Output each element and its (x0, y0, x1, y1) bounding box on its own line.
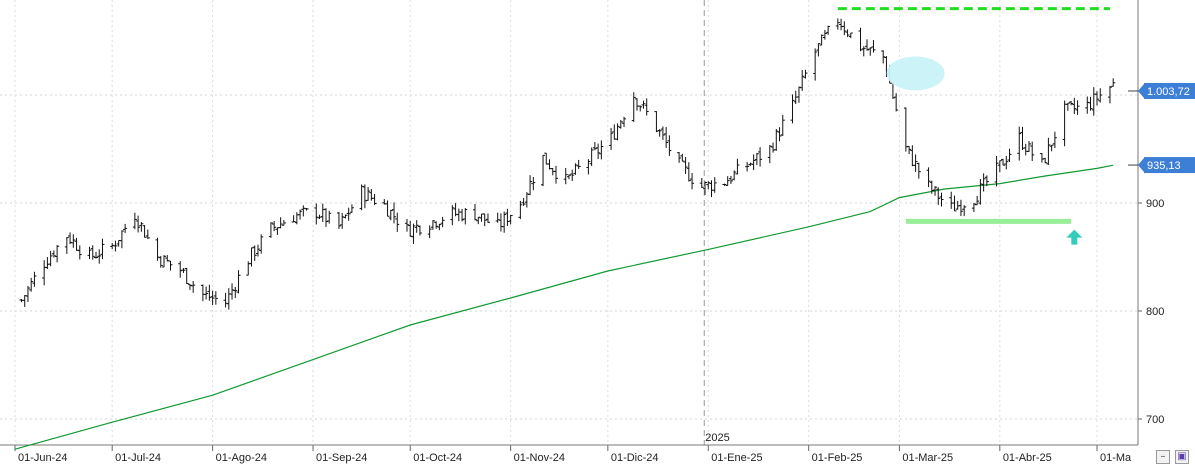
y-tick-label: 900 (1146, 198, 1164, 210)
x-tick-label: 01-Nov-24 (514, 452, 565, 464)
x-tick-label: 01-Sep-24 (316, 452, 367, 464)
minimize-window-icon[interactable]: – (1156, 450, 1170, 464)
x-tick-label: 01-Jul-24 (115, 452, 161, 464)
x-tick-label: 01-Ene-25 (711, 452, 762, 464)
moving-average-value-notch (1138, 158, 1144, 173)
up-arrow-marker (1066, 229, 1083, 245)
x-tick-label: 01-Oct-24 (413, 452, 462, 464)
y-axis-panel (1138, 0, 1195, 466)
x-axis-panel (0, 445, 1138, 466)
moving-average-line (14, 164, 1114, 450)
x-tick-label: 01-Ma (1100, 452, 1132, 464)
last-price-tag (1144, 82, 1195, 99)
y-tick-label: 700 (1146, 414, 1164, 426)
moving-average-value-tag (1144, 157, 1195, 174)
highlight-ellipse (886, 56, 945, 91)
x-tick-label: 01-Mar-25 (902, 452, 953, 464)
x-tick-label: 01-Jun-24 (18, 452, 68, 464)
x-tick-label: 01-Abr-25 (1003, 452, 1052, 464)
last-price-label: 1.003,72 (1147, 86, 1190, 98)
x-tick-label: 01-Dic-24 (611, 452, 659, 464)
year-label: 2025 (705, 432, 729, 444)
last-price-notch (1138, 83, 1144, 98)
x-tick-label: 01-Feb-25 (812, 452, 863, 464)
x-tick-label: 01-Ago-24 (216, 452, 267, 464)
save-icon[interactable]: ▣ (1175, 450, 1189, 464)
y-tick-label: 800 (1146, 306, 1164, 318)
moving-average-value-label: 935,13 (1147, 160, 1181, 172)
